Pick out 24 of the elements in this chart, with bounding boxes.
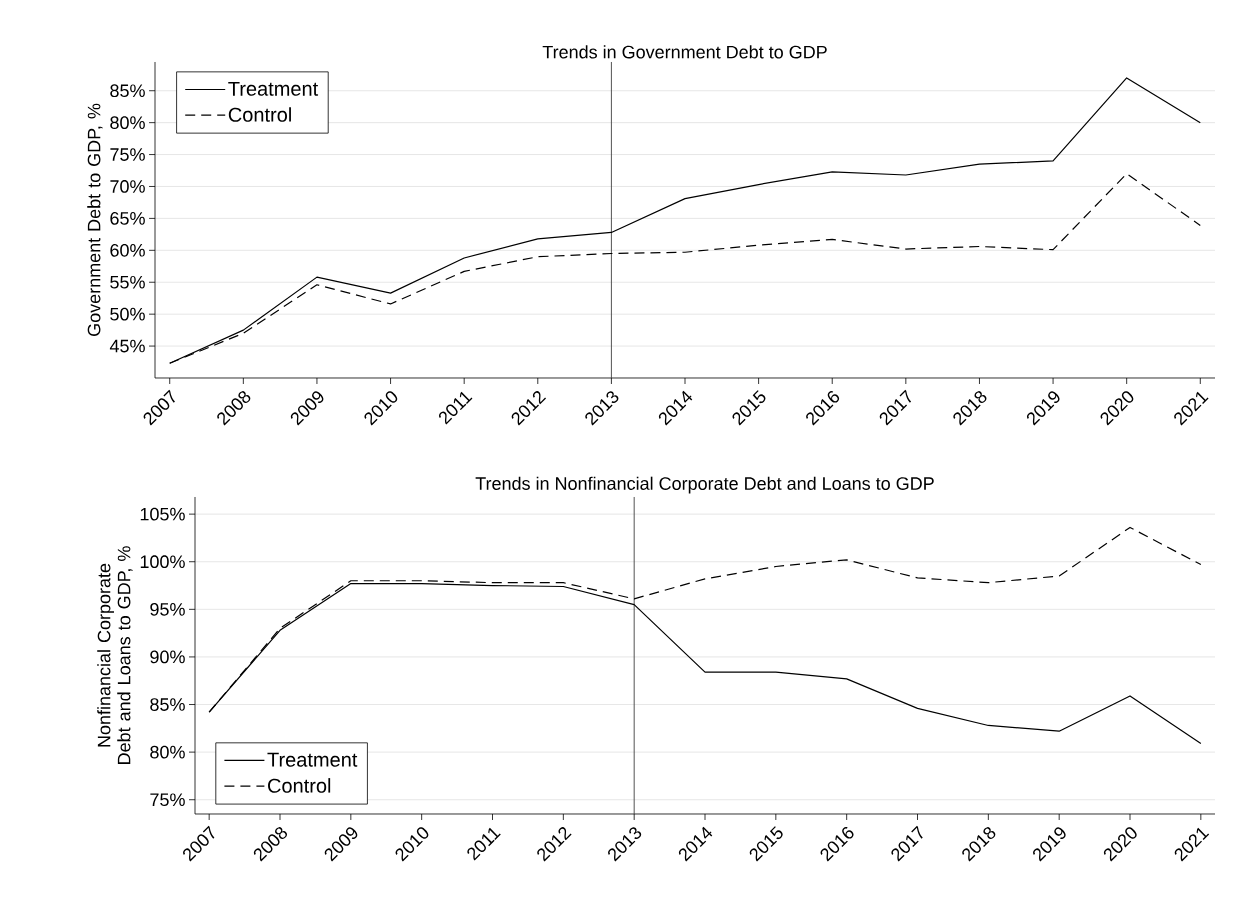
y-tick-label: 45% bbox=[109, 339, 145, 353]
y-tick-label: 95% bbox=[150, 602, 185, 616]
y-tick-label: 85% bbox=[110, 84, 145, 98]
y-tick-label: 80% bbox=[110, 116, 145, 130]
chart-title: Trends in Government Debt to GDP bbox=[542, 45, 827, 59]
y-axis-title: Government Debt to GDP, % bbox=[87, 103, 103, 336]
legend-label: Treatment bbox=[228, 81, 319, 96]
y-tick-label: 100% bbox=[140, 555, 185, 569]
y-tick-label: 75% bbox=[150, 793, 185, 807]
y-tick-label: 65% bbox=[110, 212, 145, 225]
y-tick-label: 70% bbox=[110, 180, 145, 193]
y-tick-label: 75% bbox=[110, 148, 145, 161]
y-tick-label: 50% bbox=[110, 307, 145, 321]
y-tick-label: 80% bbox=[150, 745, 185, 759]
y-tick-label: 55% bbox=[110, 275, 145, 289]
legend-label: Treatment bbox=[267, 752, 358, 767]
chart-title: Trends in Nonfinancial Corporate Debt and Loans to GDP bbox=[475, 476, 934, 494]
y-tick-label: 90% bbox=[150, 650, 185, 664]
y-tick-label: 85% bbox=[150, 698, 185, 711]
y-axis-title: Nonfinancial Corporate Debt and Loans to GDP, % bbox=[97, 546, 133, 764]
legend-label: Control bbox=[228, 107, 291, 122]
legend-label: Control bbox=[268, 778, 331, 793]
y-tick-label: 60% bbox=[110, 243, 145, 257]
y-tick-label: 105% bbox=[140, 507, 185, 521]
